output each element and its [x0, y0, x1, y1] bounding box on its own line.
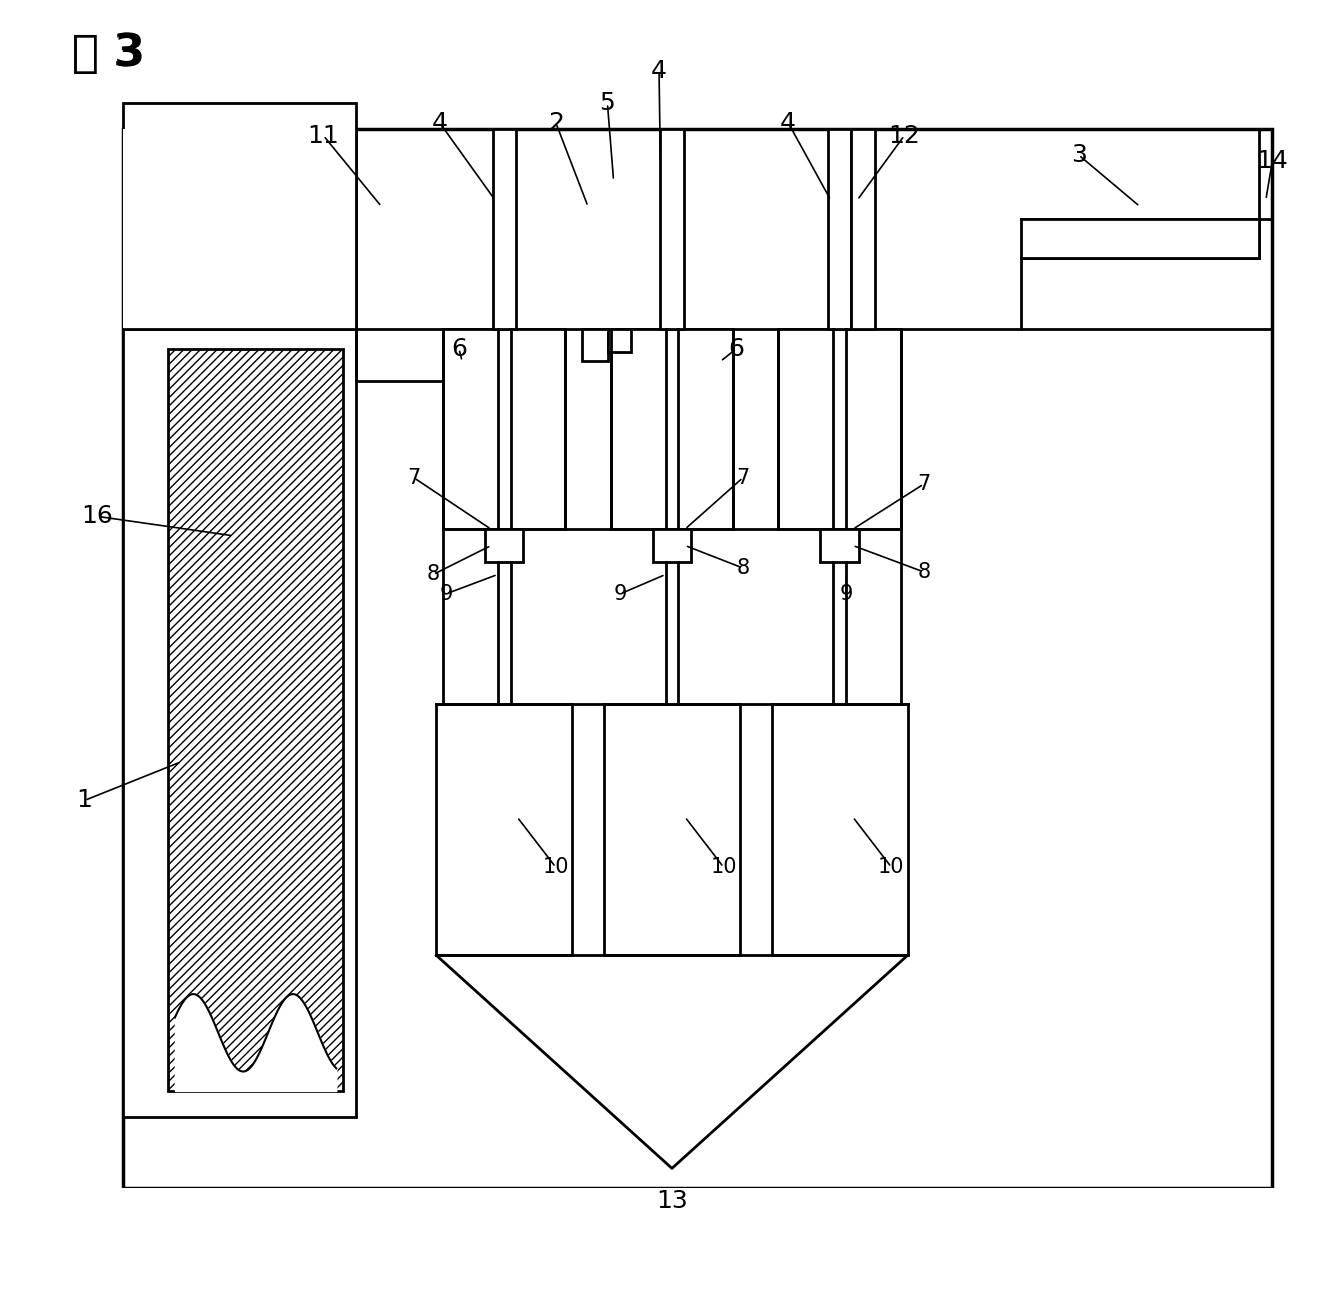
Text: 12: 12: [888, 124, 920, 147]
Bar: [652, 529, 691, 562]
Bar: [484, 529, 523, 562]
Text: 7: 7: [917, 474, 930, 494]
Text: 7: 7: [736, 467, 749, 488]
Text: 4: 4: [651, 59, 667, 83]
Bar: [124, 129, 1272, 1188]
Text: 6: 6: [451, 337, 467, 360]
Text: 7: 7: [407, 467, 421, 488]
Text: 1: 1: [77, 789, 92, 812]
Bar: [660, 129, 684, 329]
Text: 10: 10: [878, 857, 905, 877]
Bar: [437, 704, 572, 955]
Bar: [604, 704, 740, 955]
Text: 13: 13: [656, 1189, 688, 1212]
Bar: [443, 329, 566, 529]
Bar: [852, 129, 874, 329]
Text: 14: 14: [1256, 150, 1288, 173]
Text: 图 3: 图 3: [72, 32, 145, 75]
Text: 9: 9: [439, 584, 453, 604]
Text: 8: 8: [426, 564, 439, 585]
Bar: [779, 329, 901, 529]
Bar: [582, 329, 608, 361]
Text: 2: 2: [548, 111, 564, 134]
Bar: [124, 103, 355, 1117]
Text: 16: 16: [81, 505, 113, 528]
Text: 8: 8: [917, 562, 930, 582]
Bar: [20, 1188, 1311, 1291]
Text: 10: 10: [711, 857, 737, 877]
Text: 11: 11: [307, 124, 339, 147]
Text: 图 3: 图 3: [72, 32, 141, 75]
Text: 4: 4: [780, 111, 796, 134]
Text: 4: 4: [431, 111, 447, 134]
Text: 5: 5: [599, 92, 615, 115]
Bar: [772, 704, 908, 955]
Bar: [611, 329, 733, 529]
Text: 9: 9: [614, 584, 627, 604]
Bar: [1021, 219, 1259, 258]
Bar: [492, 129, 515, 329]
Text: 3: 3: [1070, 143, 1086, 167]
Bar: [124, 129, 355, 329]
Bar: [169, 349, 343, 1091]
Bar: [820, 529, 858, 562]
Text: 6: 6: [728, 337, 744, 360]
Bar: [828, 129, 852, 329]
Text: 10: 10: [543, 857, 570, 877]
Text: 9: 9: [840, 584, 853, 604]
Bar: [608, 329, 631, 352]
Text: 8: 8: [736, 558, 749, 578]
